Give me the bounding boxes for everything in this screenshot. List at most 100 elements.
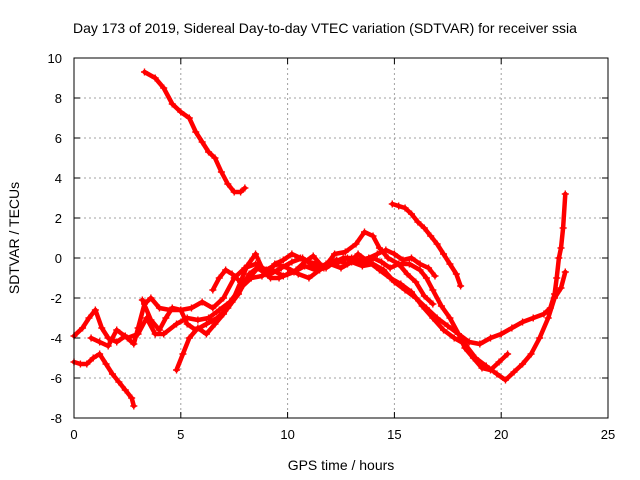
- data-point-marker: [465, 338, 473, 346]
- data-point-marker: [461, 344, 469, 352]
- data-point-marker: [331, 258, 339, 266]
- data-point-marker: [284, 270, 292, 278]
- data-point-marker: [478, 364, 486, 372]
- series-arc-5: [138, 228, 512, 374]
- data-point-marker: [222, 266, 230, 274]
- y-tick-label: 2: [55, 211, 62, 226]
- x-tick-label: 20: [494, 427, 508, 442]
- data-point-marker: [360, 260, 368, 268]
- data-point-marker: [173, 320, 181, 328]
- data-point-marker: [155, 326, 163, 334]
- data-point-marker: [354, 250, 362, 258]
- data-point-marker: [252, 250, 260, 258]
- data-point-marker: [553, 274, 561, 282]
- y-tick-label: -4: [50, 331, 62, 346]
- data-point-marker: [309, 252, 317, 260]
- data-point-marker: [495, 358, 503, 366]
- data-point-marker: [123, 334, 131, 342]
- data-point-marker: [420, 224, 428, 232]
- data-point-marker: [121, 386, 129, 394]
- data-point-marker: [228, 298, 236, 306]
- data-point-marker: [76, 360, 84, 368]
- data-point-marker: [476, 340, 484, 348]
- data-point-marker: [429, 314, 437, 322]
- data-point-marker: [192, 128, 200, 136]
- data-point-marker: [254, 264, 262, 272]
- data-point-marker: [115, 378, 123, 386]
- data-point-marker: [215, 274, 223, 282]
- series-layer: [70, 68, 569, 410]
- grid: [74, 58, 608, 418]
- series-trace: [88, 251, 568, 383]
- series-arc-1: [140, 68, 249, 196]
- y-tick-label: 8: [55, 91, 62, 106]
- data-point-marker: [179, 350, 187, 358]
- data-point-marker: [399, 256, 407, 264]
- data-point-marker: [440, 326, 448, 334]
- data-point-marker: [452, 270, 460, 278]
- data-point-marker: [510, 368, 518, 376]
- data-point-marker: [360, 228, 368, 236]
- data-point-marker: [198, 298, 206, 306]
- data-point-marker: [194, 316, 202, 324]
- data-point-marker: [237, 188, 245, 196]
- series-trace: [390, 201, 463, 289]
- data-point-marker: [96, 350, 104, 358]
- data-point-marker: [414, 218, 422, 226]
- x-tick-label: 10: [280, 427, 294, 442]
- y-tick-label: 0: [55, 251, 62, 266]
- data-point-marker: [487, 334, 495, 342]
- data-point-marker: [339, 254, 347, 262]
- data-point-marker: [422, 274, 430, 282]
- data-point-marker: [529, 314, 537, 322]
- data-point-marker: [151, 74, 159, 82]
- data-point-marker: [352, 240, 360, 248]
- data-point-marker: [331, 250, 339, 258]
- data-point-marker: [185, 114, 193, 122]
- x-tick-label: 0: [70, 427, 77, 442]
- data-point-marker: [322, 264, 330, 272]
- data-point-marker: [305, 274, 313, 282]
- y-tick-label: 10: [48, 51, 62, 66]
- data-point-marker: [501, 376, 509, 384]
- data-point-marker: [446, 314, 454, 322]
- data-point-marker: [89, 354, 97, 362]
- data-point-marker: [211, 154, 219, 162]
- data-point-marker: [412, 278, 420, 286]
- data-point-marker: [369, 232, 377, 240]
- data-point-marker: [113, 338, 121, 346]
- data-point-marker: [104, 342, 112, 350]
- data-point-marker: [160, 330, 168, 338]
- data-point-marker: [401, 204, 409, 212]
- data-point-marker: [504, 350, 512, 358]
- data-point-marker: [407, 288, 415, 296]
- data-point-marker: [113, 326, 121, 334]
- data-point-marker: [277, 264, 285, 272]
- data-point-marker: [559, 224, 567, 232]
- data-point-marker: [454, 330, 462, 338]
- data-point-marker: [544, 314, 552, 322]
- data-point-marker: [209, 304, 217, 312]
- data-point-marker: [83, 360, 91, 368]
- data-point-marker: [314, 260, 322, 268]
- data-point-marker: [185, 334, 193, 342]
- data-point-marker: [431, 272, 439, 280]
- data-point-marker: [130, 402, 138, 410]
- data-point-marker: [493, 370, 501, 378]
- y-tick-label: 6: [55, 131, 62, 146]
- plot-frame: [73, 57, 609, 419]
- data-point-marker: [427, 232, 435, 240]
- data-point-marker: [198, 138, 206, 146]
- series-trace: [174, 251, 436, 373]
- data-point-marker: [444, 322, 452, 330]
- data-point-marker: [407, 210, 415, 218]
- data-point-marker: [418, 302, 426, 310]
- data-point-marker: [382, 246, 390, 254]
- data-point-marker: [202, 330, 210, 338]
- data-point-marker: [288, 250, 296, 258]
- data-point-marker: [375, 244, 383, 252]
- data-point-marker: [271, 260, 279, 268]
- data-point-marker: [519, 360, 527, 368]
- data-point-marker: [128, 394, 136, 402]
